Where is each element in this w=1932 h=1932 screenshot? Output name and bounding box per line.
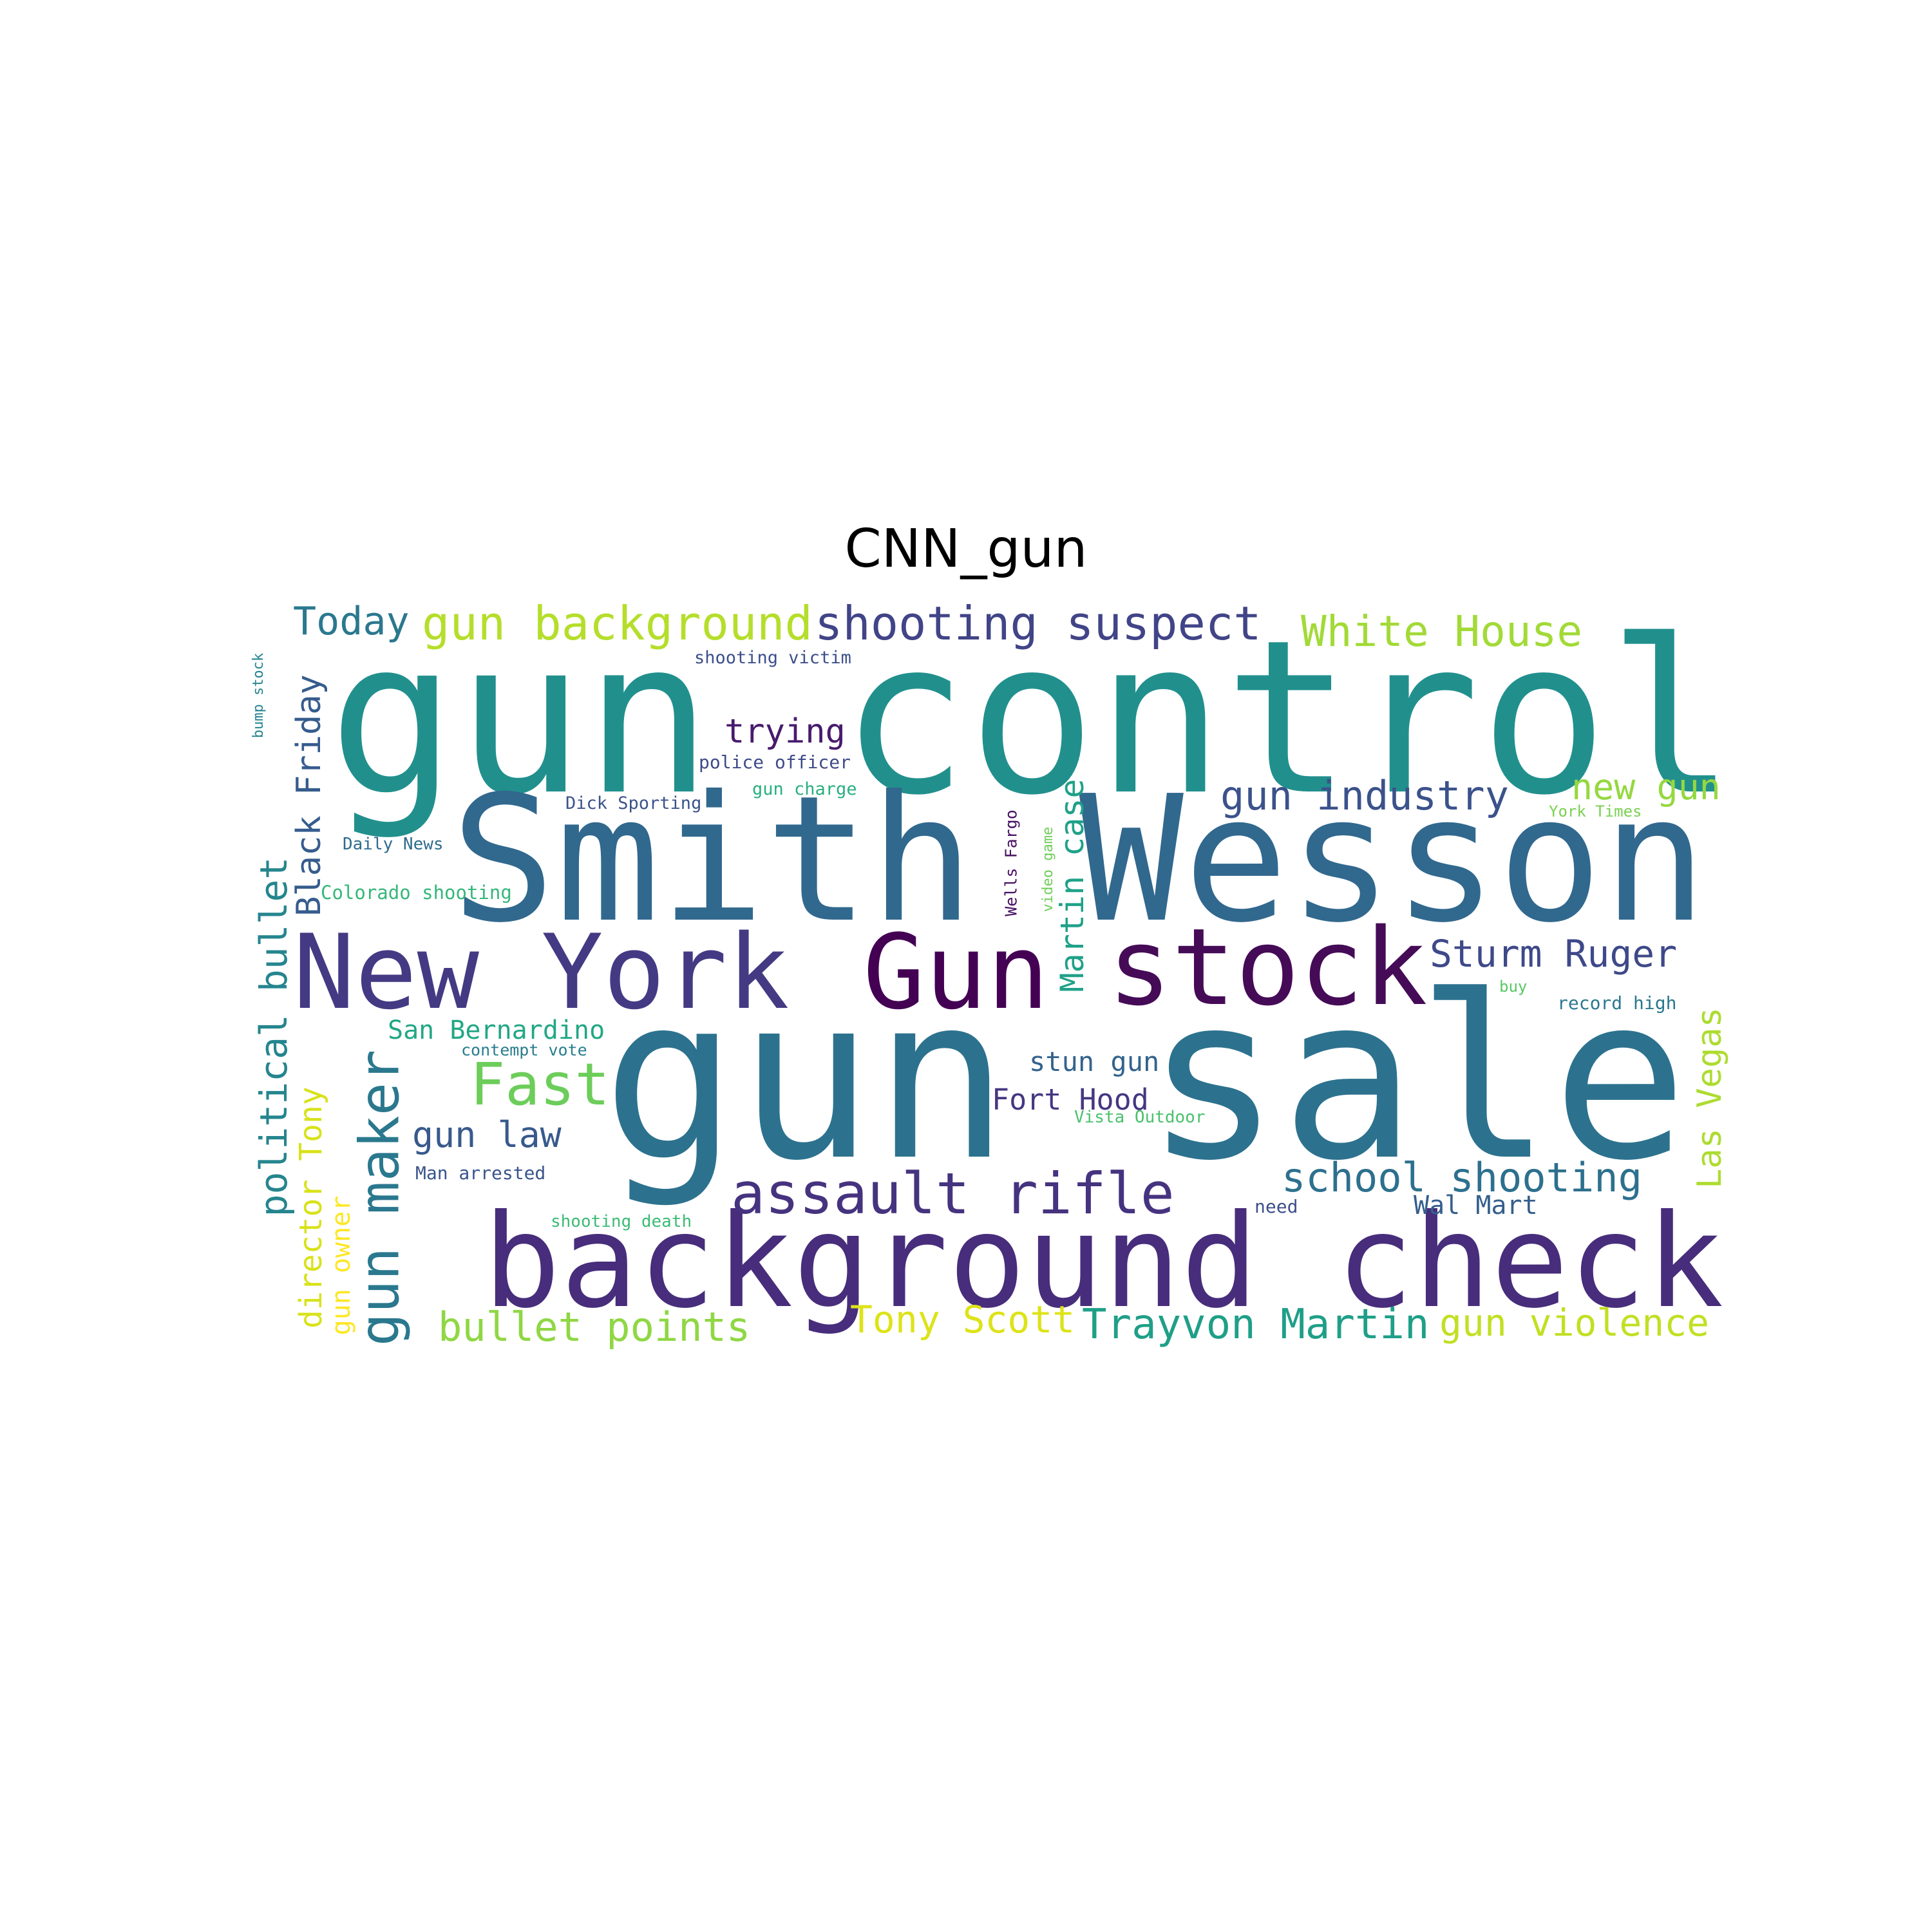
word: gun law	[412, 1114, 562, 1155]
word: Colorado shooting	[321, 882, 512, 904]
word: Man arrested	[415, 1162, 546, 1184]
word: background check	[483, 1187, 1724, 1337]
word: stun gun	[1029, 1046, 1160, 1077]
word: stock	[1108, 905, 1428, 1029]
word: buy	[1499, 978, 1528, 996]
word: trying	[724, 712, 846, 751]
word: San Bernardino	[388, 1016, 605, 1045]
word: gun background	[422, 596, 813, 650]
word: Tony Scott	[850, 1298, 1075, 1341]
word: police officer	[699, 752, 851, 773]
word: political bullet	[252, 857, 296, 1217]
word: contempt vote	[461, 1041, 587, 1059]
word: gun violence	[1439, 1301, 1710, 1345]
word: need	[1255, 1196, 1298, 1217]
word: Las Vegas	[1690, 1007, 1729, 1189]
word: New York	[293, 912, 790, 1032]
word: gun charge	[752, 779, 857, 799]
word: York Times	[1549, 802, 1642, 820]
word: school shooting	[1282, 1154, 1642, 1201]
word: gun owner	[327, 1195, 356, 1336]
word: Wal Mart	[1414, 1191, 1538, 1220]
word: assault rifle	[731, 1160, 1175, 1227]
word: Sturm Ruger	[1430, 932, 1678, 976]
word: Fast	[470, 1051, 610, 1119]
word: bump stock	[251, 652, 267, 739]
word: Fort Hood	[992, 1083, 1149, 1117]
word: Gun	[863, 912, 1049, 1032]
word: Daily News	[343, 835, 444, 854]
word: Smith Wesson	[451, 758, 1707, 961]
word: Vista Outdoor	[1074, 1108, 1206, 1127]
word: gun sale	[602, 947, 1688, 1210]
word: Wells Fargo	[1001, 810, 1021, 916]
word: bullet points	[438, 1303, 751, 1350]
word: Trayvon Martin	[1082, 1301, 1430, 1349]
word: director Tony	[293, 1086, 329, 1329]
word: new gun	[1571, 766, 1721, 808]
word: gun industry	[1220, 772, 1509, 819]
word: shooting victim	[694, 648, 851, 668]
word: gun control	[328, 594, 1736, 842]
chart-title: CNN_gun	[844, 518, 1088, 580]
word: shooting suspect	[815, 596, 1262, 650]
word: White House	[1301, 607, 1583, 656]
word-cloud	[238, 580, 1758, 1352]
word: gun maker	[348, 1049, 412, 1347]
word: shooting death	[551, 1212, 692, 1231]
word: record high	[1557, 992, 1677, 1014]
word: video game	[1040, 826, 1056, 913]
word: Today	[293, 599, 410, 644]
word: Dick Sporting	[565, 793, 702, 813]
word: Black Friday	[290, 674, 328, 916]
word: Martin case	[1054, 779, 1091, 992]
